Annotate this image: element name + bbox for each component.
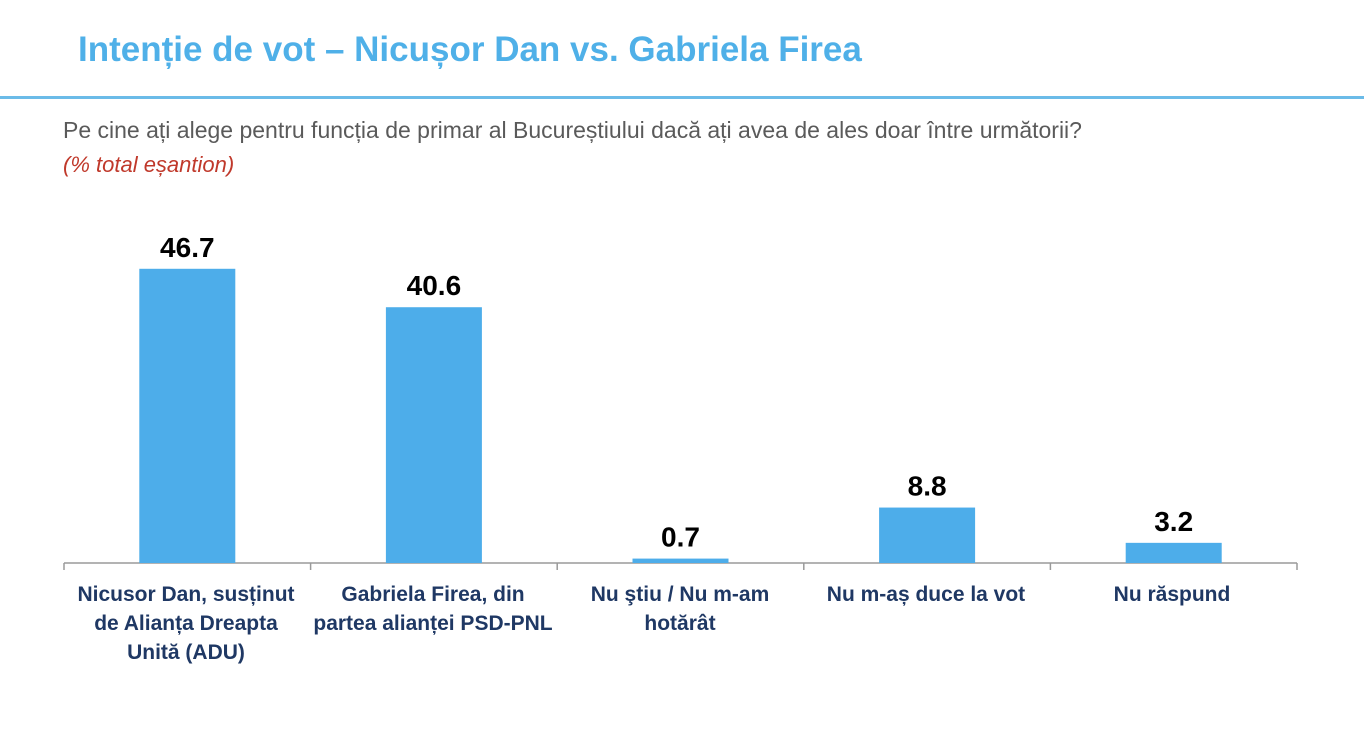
sample-note: (% total eșantion) xyxy=(63,152,235,177)
category-label-undecided: Nu ştiu / Nu m-am hotărât xyxy=(590,583,770,635)
bar-0 xyxy=(139,268,236,563)
bar-3 xyxy=(879,507,976,563)
bar-4 xyxy=(1125,542,1222,563)
data-label-0: 46.7 xyxy=(160,232,215,263)
category-label-no-answer: Nu răspund xyxy=(1113,583,1231,606)
data-label-3: 8.8 xyxy=(908,471,947,502)
category-label-no-vote: Nu m-aș duce la vot xyxy=(826,583,1026,606)
data-label-4: 3.2 xyxy=(1154,506,1193,537)
category-label-gabriela-firea: Gabriela Firea, din partea alianței PSD-… xyxy=(313,583,553,635)
bar-2 xyxy=(632,558,729,563)
bar-1 xyxy=(385,307,482,563)
title-divider xyxy=(0,96,1364,99)
data-label-1: 40.6 xyxy=(407,270,462,301)
chart-title: Intenție de vot – Nicușor Dan vs. Gabrie… xyxy=(78,30,862,69)
data-label-2: 0.7 xyxy=(661,522,700,553)
category-label-nicusor-dan: Nicusor Dan, susținut de Alianța Dreapta… xyxy=(77,583,295,664)
survey-question: Pe cine ați alege pentru funcția de prim… xyxy=(63,117,1082,143)
